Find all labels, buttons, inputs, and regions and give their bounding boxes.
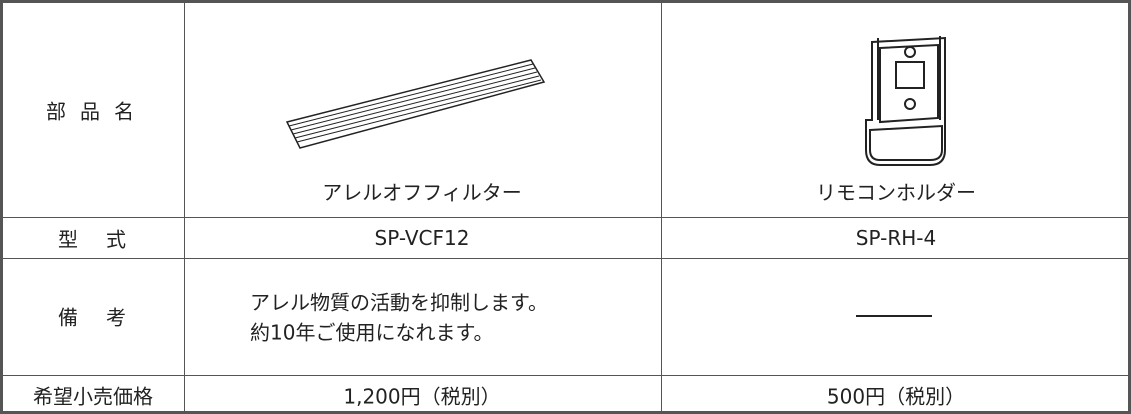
cell: 1,200円（税別） — [343, 384, 501, 409]
row-header: 型式 — [58, 227, 154, 252]
row-header: 希望小売価格 — [33, 384, 153, 409]
column-line — [184, 0, 185, 414]
cell: SP-VCF12 — [374, 226, 470, 250]
cell: リモコンホルダー — [816, 180, 976, 205]
row-line — [0, 375, 1131, 376]
cell-line: 約10年ご使用になれます。 — [250, 320, 494, 345]
row-header: 部品名 — [46, 99, 148, 124]
row-header: 備考 — [58, 305, 154, 330]
border — [0, 0, 1131, 3]
row-line — [0, 217, 1131, 218]
holder-image — [865, 36, 946, 166]
cell-line: アレル物質の活動を抑制します。 — [250, 290, 548, 315]
cell: SP-RH-4 — [855, 226, 937, 250]
border — [0, 0, 3, 414]
filter-image — [285, 59, 546, 149]
cell: アレルオフフィルター — [322, 180, 522, 205]
border — [1128, 0, 1131, 414]
border — [0, 411, 1131, 414]
row-line — [0, 258, 1131, 259]
cell: 500円（税別） — [826, 384, 966, 409]
column-line — [661, 0, 662, 414]
